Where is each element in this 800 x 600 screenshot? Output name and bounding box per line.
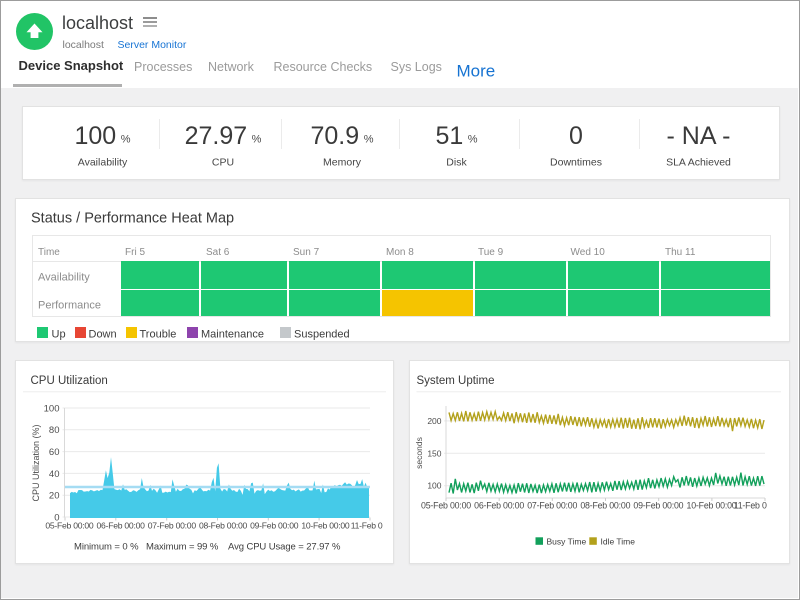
svg-text:Memory: Memory: [323, 157, 362, 169]
svg-text:100: 100: [75, 122, 117, 150]
svg-text:20: 20: [49, 491, 60, 502]
svg-text:10-Feb 00:00: 10-Feb 00:00: [687, 501, 737, 511]
svg-text:150: 150: [427, 448, 441, 458]
svg-text:100: 100: [427, 481, 441, 491]
svg-text:Up: Up: [52, 329, 66, 341]
svg-text:Processes: Processes: [134, 60, 192, 74]
svg-text:51: 51: [436, 122, 464, 150]
svg-text:Availability: Availability: [78, 157, 128, 169]
svg-text:Busy Time: Busy Time: [547, 537, 587, 547]
svg-text:60: 60: [49, 447, 60, 458]
svg-text:Tue 9: Tue 9: [478, 247, 504, 258]
svg-text:05-Feb 00:00: 05-Feb 00:00: [45, 520, 94, 530]
svg-text:%: %: [252, 134, 262, 146]
svg-text:Resource Checks: Resource Checks: [274, 60, 373, 74]
svg-text:localhost: localhost: [63, 39, 105, 51]
svg-text:%: %: [468, 134, 478, 146]
svg-text:27.97: 27.97: [185, 122, 248, 150]
svg-text:Server Monitor: Server Monitor: [118, 39, 187, 51]
svg-text:Avg CPU Usage = 27.97 %: Avg CPU Usage = 27.97 %: [228, 542, 341, 553]
svg-text:Device Snapshot: Device Snapshot: [19, 58, 124, 73]
svg-text:SLA Achieved: SLA Achieved: [666, 157, 731, 169]
svg-text:100: 100: [44, 403, 60, 414]
svg-text:Maintenance: Maintenance: [201, 329, 264, 341]
svg-text:CPU Utilization (%): CPU Utilization (%): [31, 424, 41, 501]
svg-text:0: 0: [54, 512, 59, 523]
svg-text:Mon 8: Mon 8: [386, 247, 414, 258]
svg-text:localhost: localhost: [62, 13, 133, 33]
svg-text:09-Feb 00:00: 09-Feb 00:00: [633, 501, 683, 511]
svg-text:- NA -: - NA -: [667, 122, 731, 150]
svg-text:05-Feb 00:00: 05-Feb 00:00: [421, 501, 471, 511]
svg-text:40: 40: [49, 469, 60, 480]
svg-text:CPU: CPU: [212, 157, 234, 169]
svg-text:Down: Down: [89, 329, 117, 341]
svg-text:Performance: Performance: [38, 300, 101, 312]
svg-text:Maximum = 99 %: Maximum = 99 %: [146, 542, 219, 553]
svg-text:Availability: Availability: [38, 272, 90, 284]
svg-text:06-Feb 00:00: 06-Feb 00:00: [97, 520, 146, 530]
svg-text:%: %: [121, 134, 131, 146]
svg-text:80: 80: [49, 425, 60, 436]
svg-text:Downtimes: Downtimes: [550, 157, 602, 169]
svg-text:11-Feb 0: 11-Feb 0: [734, 501, 767, 511]
svg-text:System Uptime: System Uptime: [417, 375, 495, 387]
svg-text:seconds: seconds: [414, 437, 424, 469]
svg-text:Fri 5: Fri 5: [125, 247, 145, 258]
svg-text:Trouble: Trouble: [140, 329, 177, 341]
svg-text:10-Feb 00:00: 10-Feb 00:00: [301, 520, 350, 530]
svg-text:%: %: [364, 134, 374, 146]
svg-text:Status / Performance Heat Map: Status / Performance Heat Map: [31, 211, 234, 227]
svg-text:Sun 7: Sun 7: [293, 247, 320, 258]
svg-text:200: 200: [427, 416, 441, 426]
svg-text:Network: Network: [208, 60, 255, 74]
svg-text:CPU Utilization: CPU Utilization: [31, 375, 108, 387]
svg-text:08-Feb 00:00: 08-Feb 00:00: [580, 501, 630, 511]
svg-text:11-Feb 0: 11-Feb 0: [351, 520, 383, 530]
svg-text:Idle Time: Idle Time: [601, 537, 636, 547]
svg-text:07-Feb 00:00: 07-Feb 00:00: [148, 520, 197, 530]
svg-text:More: More: [457, 62, 496, 81]
svg-text:08-Feb 00:00: 08-Feb 00:00: [199, 520, 248, 530]
svg-text:06-Feb 00:00: 06-Feb 00:00: [474, 501, 524, 511]
svg-text:Sys Logs: Sys Logs: [391, 60, 442, 74]
svg-text:70.9: 70.9: [311, 122, 360, 150]
svg-text:Disk: Disk: [446, 157, 467, 169]
svg-text:Time: Time: [38, 247, 60, 258]
svg-text:Wed 10: Wed 10: [571, 247, 606, 258]
svg-text:Thu 11: Thu 11: [665, 247, 696, 258]
svg-text:Suspended: Suspended: [294, 329, 350, 341]
svg-text:Sat 6: Sat 6: [206, 247, 230, 258]
svg-text:07-Feb 00:00: 07-Feb 00:00: [527, 501, 577, 511]
svg-text:0: 0: [569, 122, 583, 150]
svg-text:09-Feb 00:00: 09-Feb 00:00: [250, 520, 299, 530]
svg-text:Minimum = 0 %: Minimum = 0 %: [74, 542, 139, 553]
